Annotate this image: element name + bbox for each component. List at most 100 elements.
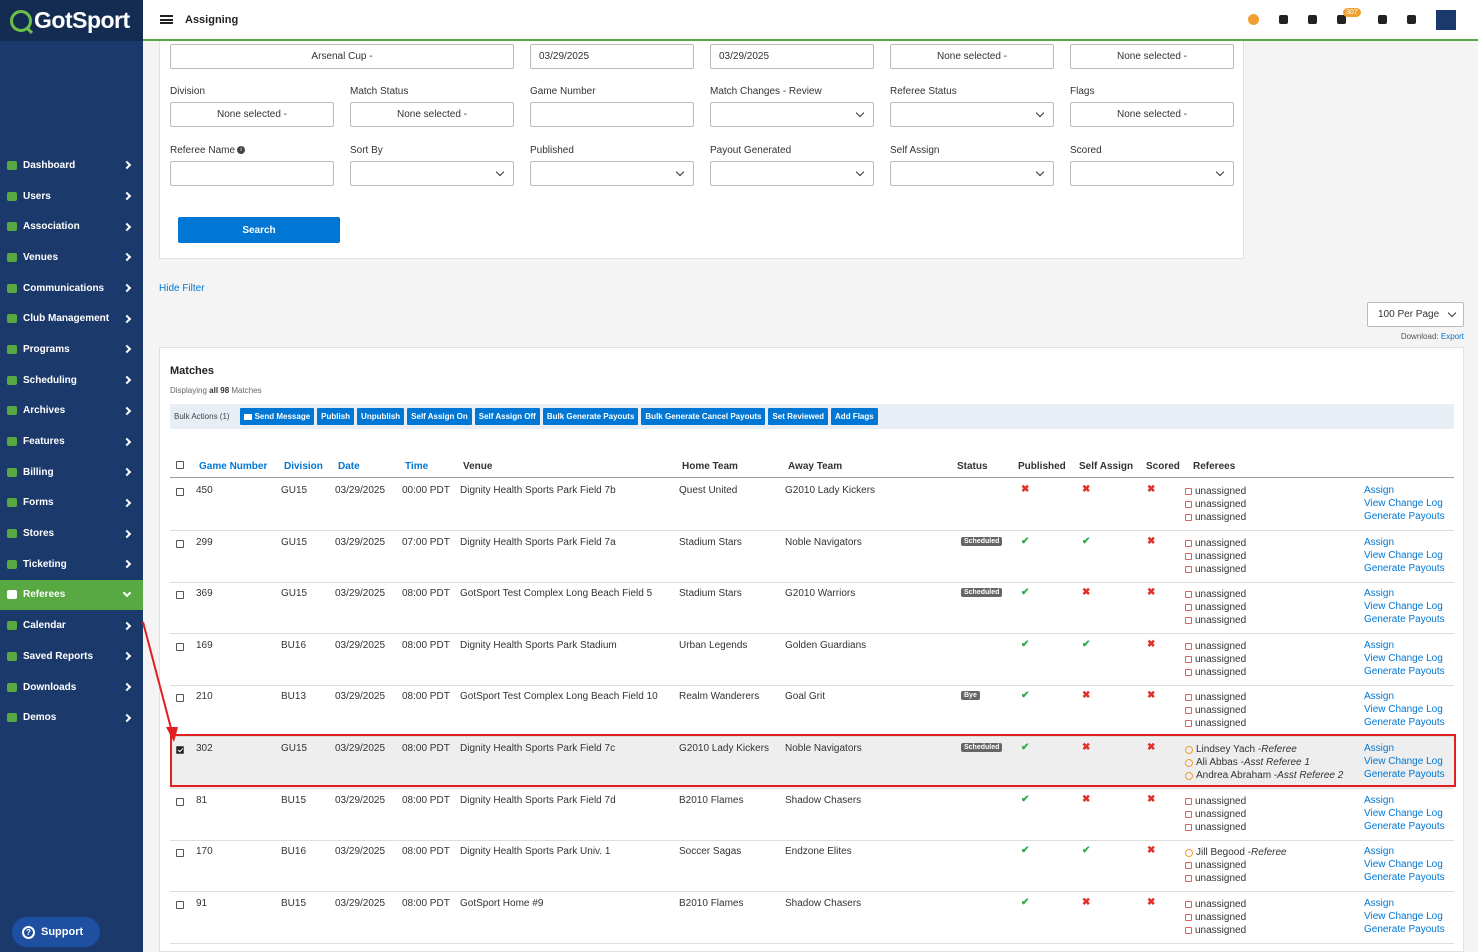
gotsport-logo[interactable]: GotSport: [0, 0, 143, 41]
view-change-log-link[interactable]: View Change Log: [1364, 498, 1443, 509]
sidebar-item-users[interactable]: Users: [0, 181, 143, 212]
assign-link[interactable]: Assign: [1364, 536, 1395, 548]
help-icon[interactable]: [1248, 14, 1259, 25]
referee-slot[interactable]: unassigned: [1185, 717, 1246, 730]
bulk-bulk-generate-cancel-payouts-button[interactable]: Bulk Generate Cancel Payouts: [641, 408, 766, 425]
row-checkbox[interactable]: [176, 746, 184, 754]
sort-by-select[interactable]: [350, 161, 514, 186]
row-checkbox[interactable]: [176, 797, 184, 806]
sidebar-item-association[interactable]: Association: [0, 211, 143, 242]
row-checkbox[interactable]: [176, 591, 184, 600]
view-change-log-link[interactable]: View Change Log: [1364, 910, 1443, 922]
assign-link[interactable]: Assign: [1364, 691, 1395, 703]
referee-slot[interactable]: unassigned: [1185, 924, 1246, 937]
sidebar-item-referees[interactable]: Referees: [0, 579, 143, 611]
referee-slot[interactable]: unassigned: [1185, 511, 1246, 524]
column-header-division[interactable]: Division: [284, 461, 323, 472]
payout-generated-select[interactable]: [710, 161, 874, 186]
select-all-checkbox[interactable]: [176, 461, 184, 469]
bulk-unpublish-button[interactable]: Unpublish: [357, 408, 405, 425]
sidebar-item-club-management[interactable]: Club Management: [0, 303, 143, 334]
division-select[interactable]: None selected -: [170, 102, 334, 127]
bulk-publish-button[interactable]: Publish: [317, 408, 355, 425]
referee-slot[interactable]: unassigned: [1185, 691, 1246, 704]
column-header-time[interactable]: Time: [405, 461, 429, 472]
row-checkbox[interactable]: [176, 488, 184, 496]
row-checkbox[interactable]: [176, 642, 184, 651]
generate-payouts-link[interactable]: Generate Payouts: [1364, 820, 1445, 832]
assign-link[interactable]: Assign: [1364, 485, 1395, 496]
end-date-input[interactable]: 03/29/2025: [710, 44, 874, 69]
referee-slot[interactable]: unassigned: [1185, 498, 1246, 511]
sidebar-item-billing[interactable]: Billing: [0, 457, 143, 488]
sidebar-item-downloads[interactable]: Downloads: [0, 672, 143, 703]
generate-payouts-link[interactable]: Generate Payouts: [1364, 923, 1445, 935]
sidebar-item-dashboard[interactable]: Dashboard: [0, 150, 143, 181]
referee-slot[interactable]: unassigned: [1185, 485, 1246, 498]
referee-slot[interactable]: unassigned: [1185, 898, 1246, 911]
referee-status-select[interactable]: [890, 102, 1054, 127]
match-status-select[interactable]: None selected -: [350, 102, 514, 127]
bulk-self-assign-on-button[interactable]: Self Assign On: [407, 408, 472, 425]
assign-link[interactable]: Assign: [1364, 846, 1395, 858]
gear-icon[interactable]: [1407, 15, 1416, 24]
view-change-log-link[interactable]: View Change Log: [1364, 601, 1443, 613]
view-change-log-link[interactable]: View Change Log: [1364, 549, 1443, 561]
assign-link[interactable]: Assign: [1364, 639, 1395, 651]
user-icon[interactable]: [1308, 15, 1317, 24]
referee-slot[interactable]: Jill Begood - Referee: [1185, 846, 1287, 859]
chat-icon[interactable]: [1378, 15, 1387, 24]
bulk-self-assign-off-button[interactable]: Self Assign Off: [474, 408, 540, 425]
column-header-date[interactable]: Date: [338, 461, 360, 472]
assign-link[interactable]: Assign: [1364, 897, 1395, 909]
sidebar-item-archives[interactable]: Archives: [0, 396, 143, 427]
info-icon[interactable]: i: [237, 146, 246, 155]
referee-slot[interactable]: unassigned: [1185, 563, 1246, 576]
referee-slot[interactable]: unassigned: [1185, 821, 1246, 834]
referee-slot[interactable]: unassigned: [1185, 537, 1246, 550]
referee-slot[interactable]: Lindsey Yach - Referee: [1185, 743, 1343, 756]
top-multiselect-2[interactable]: None selected -: [1070, 44, 1234, 69]
per-page-select[interactable]: 100 Per Page: [1367, 302, 1464, 327]
bulk-send-message-button[interactable]: Send Message: [239, 408, 315, 425]
referee-slot[interactable]: unassigned: [1185, 640, 1246, 653]
referee-slot[interactable]: unassigned: [1185, 808, 1246, 821]
generate-payouts-link[interactable]: Generate Payouts: [1364, 665, 1445, 677]
referee-slot[interactable]: unassigned: [1185, 666, 1246, 679]
view-change-log-link[interactable]: View Change Log: [1364, 704, 1443, 716]
row-checkbox[interactable]: [176, 900, 184, 909]
referee-slot[interactable]: unassigned: [1185, 872, 1287, 885]
referee-slot[interactable]: unassigned: [1185, 614, 1246, 627]
generate-payouts-link[interactable]: Generate Payouts: [1364, 769, 1445, 780]
generate-payouts-link[interactable]: Generate Payouts: [1364, 614, 1445, 626]
search-button[interactable]: Search: [178, 217, 340, 243]
view-change-log-link[interactable]: View Change Log: [1364, 807, 1443, 819]
self-assign-select[interactable]: [890, 161, 1054, 186]
row-checkbox[interactable]: [176, 539, 184, 548]
sidebar-item-scheduling[interactable]: Scheduling: [0, 365, 143, 396]
scored-select[interactable]: [1070, 161, 1234, 186]
game-number-input[interactable]: [530, 102, 694, 127]
referee-slot[interactable]: Andrea Abraham - Asst Referee 2: [1185, 769, 1343, 782]
referee-slot[interactable]: unassigned: [1185, 911, 1246, 924]
bulk-bulk-generate-payouts-button[interactable]: Bulk Generate Payouts: [542, 408, 639, 425]
export-link[interactable]: Export: [1440, 332, 1464, 341]
flags-select[interactable]: None selected -: [1070, 102, 1234, 127]
sidebar-item-communications[interactable]: Communications: [0, 273, 143, 304]
sidebar-item-saved-reports[interactable]: Saved Reports: [0, 641, 143, 672]
view-change-log-link[interactable]: View Change Log: [1364, 652, 1443, 664]
assign-link[interactable]: Assign: [1364, 794, 1395, 806]
row-checkbox[interactable]: [176, 694, 184, 703]
column-header-game-number[interactable]: Game Number: [199, 461, 268, 472]
bulk-add-flags-button[interactable]: Add Flags: [831, 408, 878, 425]
top-multiselect-1[interactable]: None selected -: [890, 44, 1054, 69]
sidebar-item-forms[interactable]: Forms: [0, 488, 143, 519]
referee-slot[interactable]: unassigned: [1185, 795, 1246, 808]
generate-payouts-link[interactable]: Generate Payouts: [1364, 511, 1445, 522]
match-changes-select[interactable]: [710, 102, 874, 127]
sidebar-item-demos[interactable]: Demos: [0, 702, 143, 733]
assign-link[interactable]: Assign: [1364, 588, 1395, 600]
sidebar-item-programs[interactable]: Programs: [0, 334, 143, 365]
referee-slot[interactable]: unassigned: [1185, 704, 1246, 717]
row-checkbox[interactable]: [176, 849, 184, 858]
